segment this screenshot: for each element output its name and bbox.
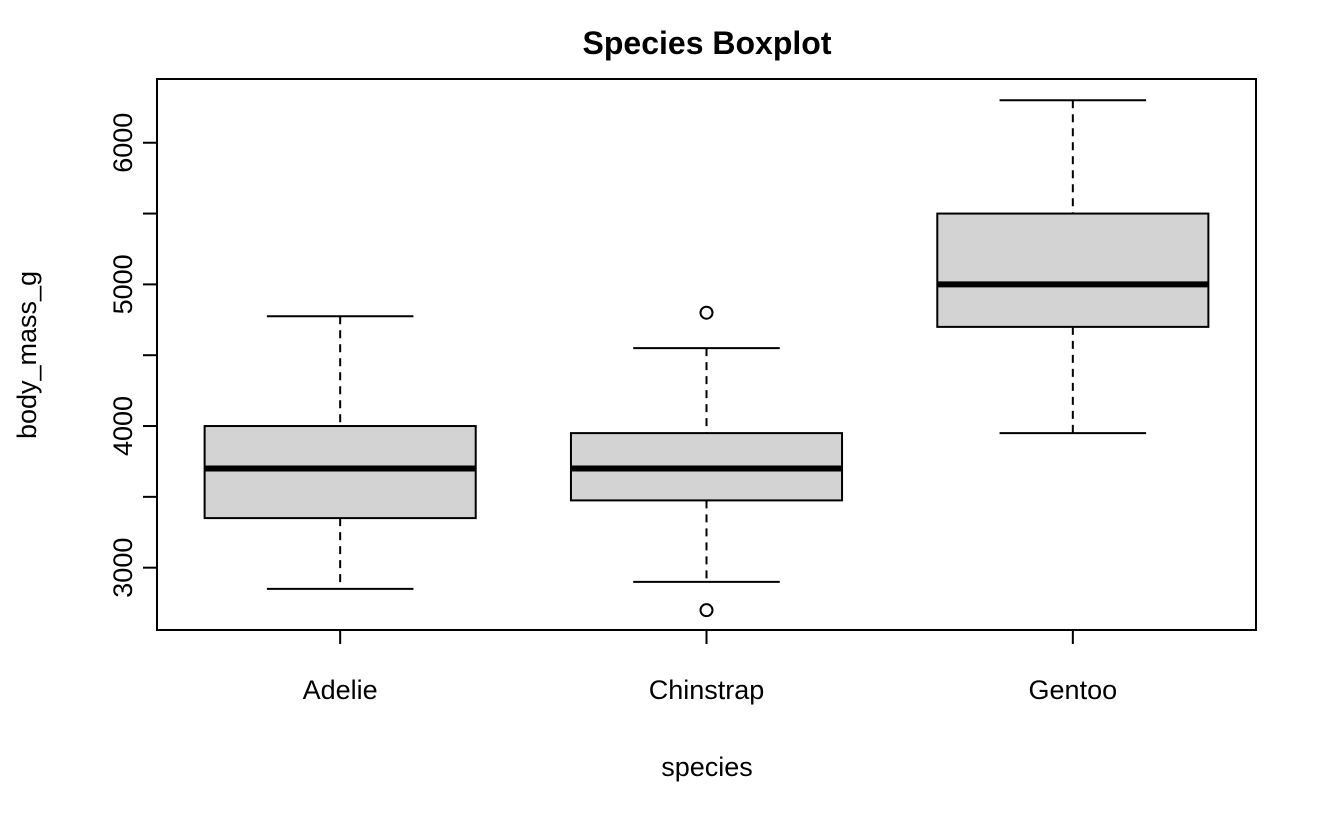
iqr-box	[936, 212, 1210, 328]
iqr-box	[203, 425, 477, 520]
y-tick-label: 5000	[108, 254, 138, 314]
box-group-chinstrap	[569, 305, 844, 618]
x-tick-label: Gentoo	[1029, 675, 1118, 705]
outlier-point	[699, 305, 714, 320]
boxes-group	[203, 99, 1210, 618]
y-tick-label: 6000	[108, 113, 138, 173]
x-tick-label: Adelie	[303, 675, 378, 705]
chart-title: Species Boxplot	[583, 25, 832, 61]
box-group-gentoo	[936, 99, 1210, 435]
x-tick-label: Chinstrap	[649, 675, 765, 705]
y-axis: 3000 4000 5000 6000	[108, 113, 157, 598]
y-axis-title: body_mass_g	[12, 271, 42, 439]
x-axis-title: species	[661, 752, 753, 782]
outlier-point	[699, 603, 714, 618]
box-group-adelie	[203, 315, 477, 590]
x-axis: Adelie Chinstrap Gentoo	[303, 630, 1117, 705]
y-tick-label: 4000	[108, 396, 138, 456]
y-tick-label: 3000	[108, 538, 138, 598]
